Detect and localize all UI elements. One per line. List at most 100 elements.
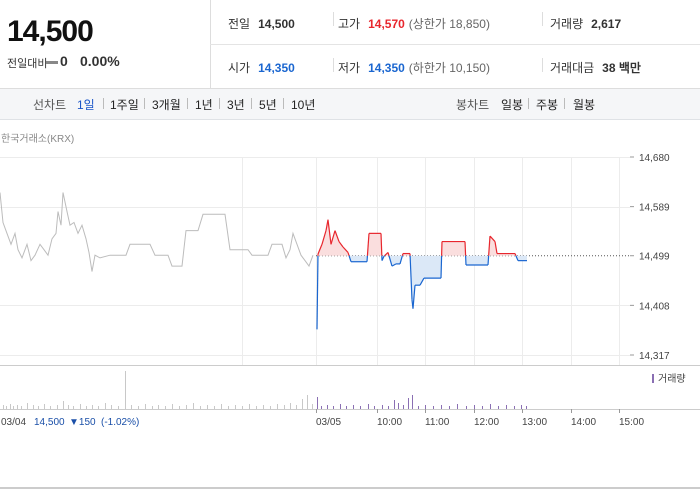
x-axis-ticks: 03/05 10:00 11:00 12:00 13:00 14:00 15:00 [316, 409, 644, 428]
up-segment [514, 253, 517, 256]
up-area [339, 241, 343, 256]
lower-limit: (하한가 10,150) [408, 61, 490, 75]
tab-1day[interactable]: 1일 [77, 98, 95, 112]
down-area [424, 255, 441, 279]
quote-summary: 14,500 전일대비 0 0.00% 전일 14,500 고가 14,570 (상한… [0, 0, 700, 89]
x-tick-label: 12:00 [474, 417, 499, 428]
divider [542, 12, 543, 26]
down-segment [383, 255, 385, 257]
low-value: 14,350 [368, 61, 405, 75]
tab-10year[interactable]: 10년 [291, 98, 316, 112]
up-segment [338, 241, 344, 248]
down-area [466, 255, 488, 265]
tab-divider [144, 98, 145, 109]
up-segment [327, 219, 332, 245]
x-tick-label: 11:00 [425, 417, 450, 428]
trade-amount: 거래대금 38 백만 [550, 59, 641, 76]
open-label: 시가 [228, 61, 251, 75]
prev-close-value: 14,500 [258, 17, 295, 31]
down-segment [381, 256, 385, 261]
up-area [335, 230, 339, 256]
down-segment [412, 285, 416, 309]
tab-1year[interactable]: 1년 [195, 98, 213, 112]
tab-divider [251, 98, 252, 109]
up-segment [342, 246, 349, 253]
down-segment [440, 255, 443, 279]
up-segment [489, 235, 496, 242]
chart-grid [0, 157, 700, 410]
intraday-chart: 한국거래소(KRX) 14,680 14,589 14,499 14,408 14,31… [0, 133, 700, 489]
up-segment [380, 233, 383, 256]
up-segment [488, 236, 491, 256]
line-chart-label: 선차트 [33, 98, 67, 112]
tab-divider [187, 98, 188, 109]
tab-5year[interactable]: 5년 [259, 98, 277, 112]
change-label: 전일대비 [7, 58, 48, 70]
x-tick-label: 03/05 [316, 417, 341, 428]
volume-value: 2,617 [591, 17, 622, 31]
tab-weekly-candle[interactable]: 주봉 [536, 98, 559, 112]
up-segment [387, 252, 390, 256]
down-area [392, 255, 396, 267]
footer-price: 14,500 [34, 417, 65, 428]
tab-divider [528, 98, 529, 109]
row-divider [210, 44, 700, 45]
down-segment [487, 255, 490, 266]
footer-date: 03/04 [1, 417, 26, 428]
tab-1week[interactable]: 1주일 [110, 98, 139, 112]
up-segment [401, 253, 404, 256]
source-label: 한국거래소(KRX) [1, 133, 74, 145]
up-segment [384, 252, 389, 257]
down-segment [409, 255, 413, 300]
down-area [413, 255, 415, 309]
tab-daily-candle[interactable]: 일봉 [501, 98, 524, 112]
volume: 거래량 2,617 [550, 15, 621, 32]
down-segment [348, 255, 352, 262]
tab-monthly-candle[interactable]: 월봉 [573, 98, 596, 112]
y-tick-label: 14,317 [639, 351, 670, 362]
tab-3year[interactable]: 3년 [227, 98, 245, 112]
y-axis-ticks: 14,680 14,589 14,499 14,408 14,317 [630, 153, 670, 362]
up-segment [330, 230, 336, 245]
x-tick-label: 13:00 [522, 417, 547, 428]
up-segment [464, 241, 467, 256]
up-segment [366, 233, 370, 256]
down-area [518, 255, 527, 261]
up-area [442, 241, 465, 256]
volume-legend: 거래량 [658, 373, 686, 385]
up-area [331, 230, 335, 256]
price-box: 14,500 전일대비 0 0.00% [0, 0, 211, 88]
upper-limit: (상한가 18,850) [408, 17, 490, 31]
up-segment [317, 244, 323, 255]
high-label: 고가 [338, 17, 361, 31]
up-segment [321, 230, 327, 245]
y-tick-label: 14,680 [639, 153, 670, 164]
area-fills [317, 219, 527, 330]
tab-3month[interactable]: 3개월 [152, 98, 181, 112]
change-rate: 0.00% [80, 53, 120, 69]
down-segment [399, 255, 403, 265]
tab-divider [219, 98, 220, 109]
low-label: 저가 [338, 61, 361, 75]
divider [542, 58, 543, 72]
volume-bars [3, 371, 527, 409]
y-tick-label: 14,499 [639, 252, 670, 263]
x-tick-label: 14:00 [571, 417, 596, 428]
down-segment [388, 255, 393, 267]
down-area [420, 255, 424, 286]
up-area [369, 233, 381, 256]
amount-label: 거래대금 [550, 61, 595, 75]
divider [333, 58, 334, 72]
chart-tab-bar: 선차트 1일 1주일 3개월 1년 3년 5년 10년 봉차트 일봉 주봉 월봉 [0, 89, 700, 120]
volume-legend-swatch [652, 374, 654, 383]
no-change-icon [46, 61, 58, 64]
down-segment [316, 255, 319, 330]
up-segment [347, 252, 350, 256]
change-value: 0 [60, 53, 68, 69]
tab-divider [103, 98, 104, 109]
footer-change: ▼150 [69, 417, 96, 428]
x-tick-label: 15:00 [619, 417, 644, 428]
down-segment [515, 255, 519, 261]
prev-close: 전일 14,500 [228, 15, 295, 32]
down-area [515, 255, 518, 261]
